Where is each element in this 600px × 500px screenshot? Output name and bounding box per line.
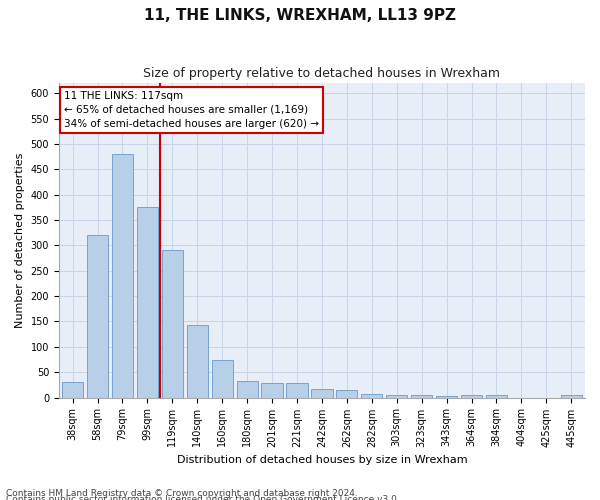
- Y-axis label: Number of detached properties: Number of detached properties: [15, 152, 25, 328]
- Bar: [262, 383, 283, 398]
- Bar: [336, 390, 358, 398]
- Text: 11 THE LINKS: 117sqm
← 65% of detached houses are smaller (1,169)
34% of semi-de: 11 THE LINKS: 117sqm ← 65% of detached h…: [64, 91, 319, 129]
- Bar: [137, 208, 158, 398]
- Bar: [87, 235, 108, 398]
- Bar: [62, 382, 83, 398]
- Text: Contains public sector information licensed under the Open Government Licence v3: Contains public sector information licen…: [6, 495, 400, 500]
- Bar: [486, 395, 507, 398]
- Bar: [212, 360, 233, 398]
- Bar: [386, 395, 407, 398]
- Bar: [461, 395, 482, 398]
- Bar: [411, 395, 432, 398]
- Text: Contains HM Land Registry data © Crown copyright and database right 2024.: Contains HM Land Registry data © Crown c…: [6, 488, 358, 498]
- Bar: [361, 394, 382, 398]
- Bar: [162, 250, 183, 398]
- Bar: [560, 395, 582, 398]
- Bar: [286, 384, 308, 398]
- X-axis label: Distribution of detached houses by size in Wrexham: Distribution of detached houses by size …: [176, 455, 467, 465]
- Bar: [236, 382, 258, 398]
- Text: 11, THE LINKS, WREXHAM, LL13 9PZ: 11, THE LINKS, WREXHAM, LL13 9PZ: [144, 8, 456, 22]
- Bar: [311, 390, 332, 398]
- Bar: [112, 154, 133, 398]
- Bar: [436, 396, 457, 398]
- Bar: [187, 325, 208, 398]
- Title: Size of property relative to detached houses in Wrexham: Size of property relative to detached ho…: [143, 68, 500, 80]
